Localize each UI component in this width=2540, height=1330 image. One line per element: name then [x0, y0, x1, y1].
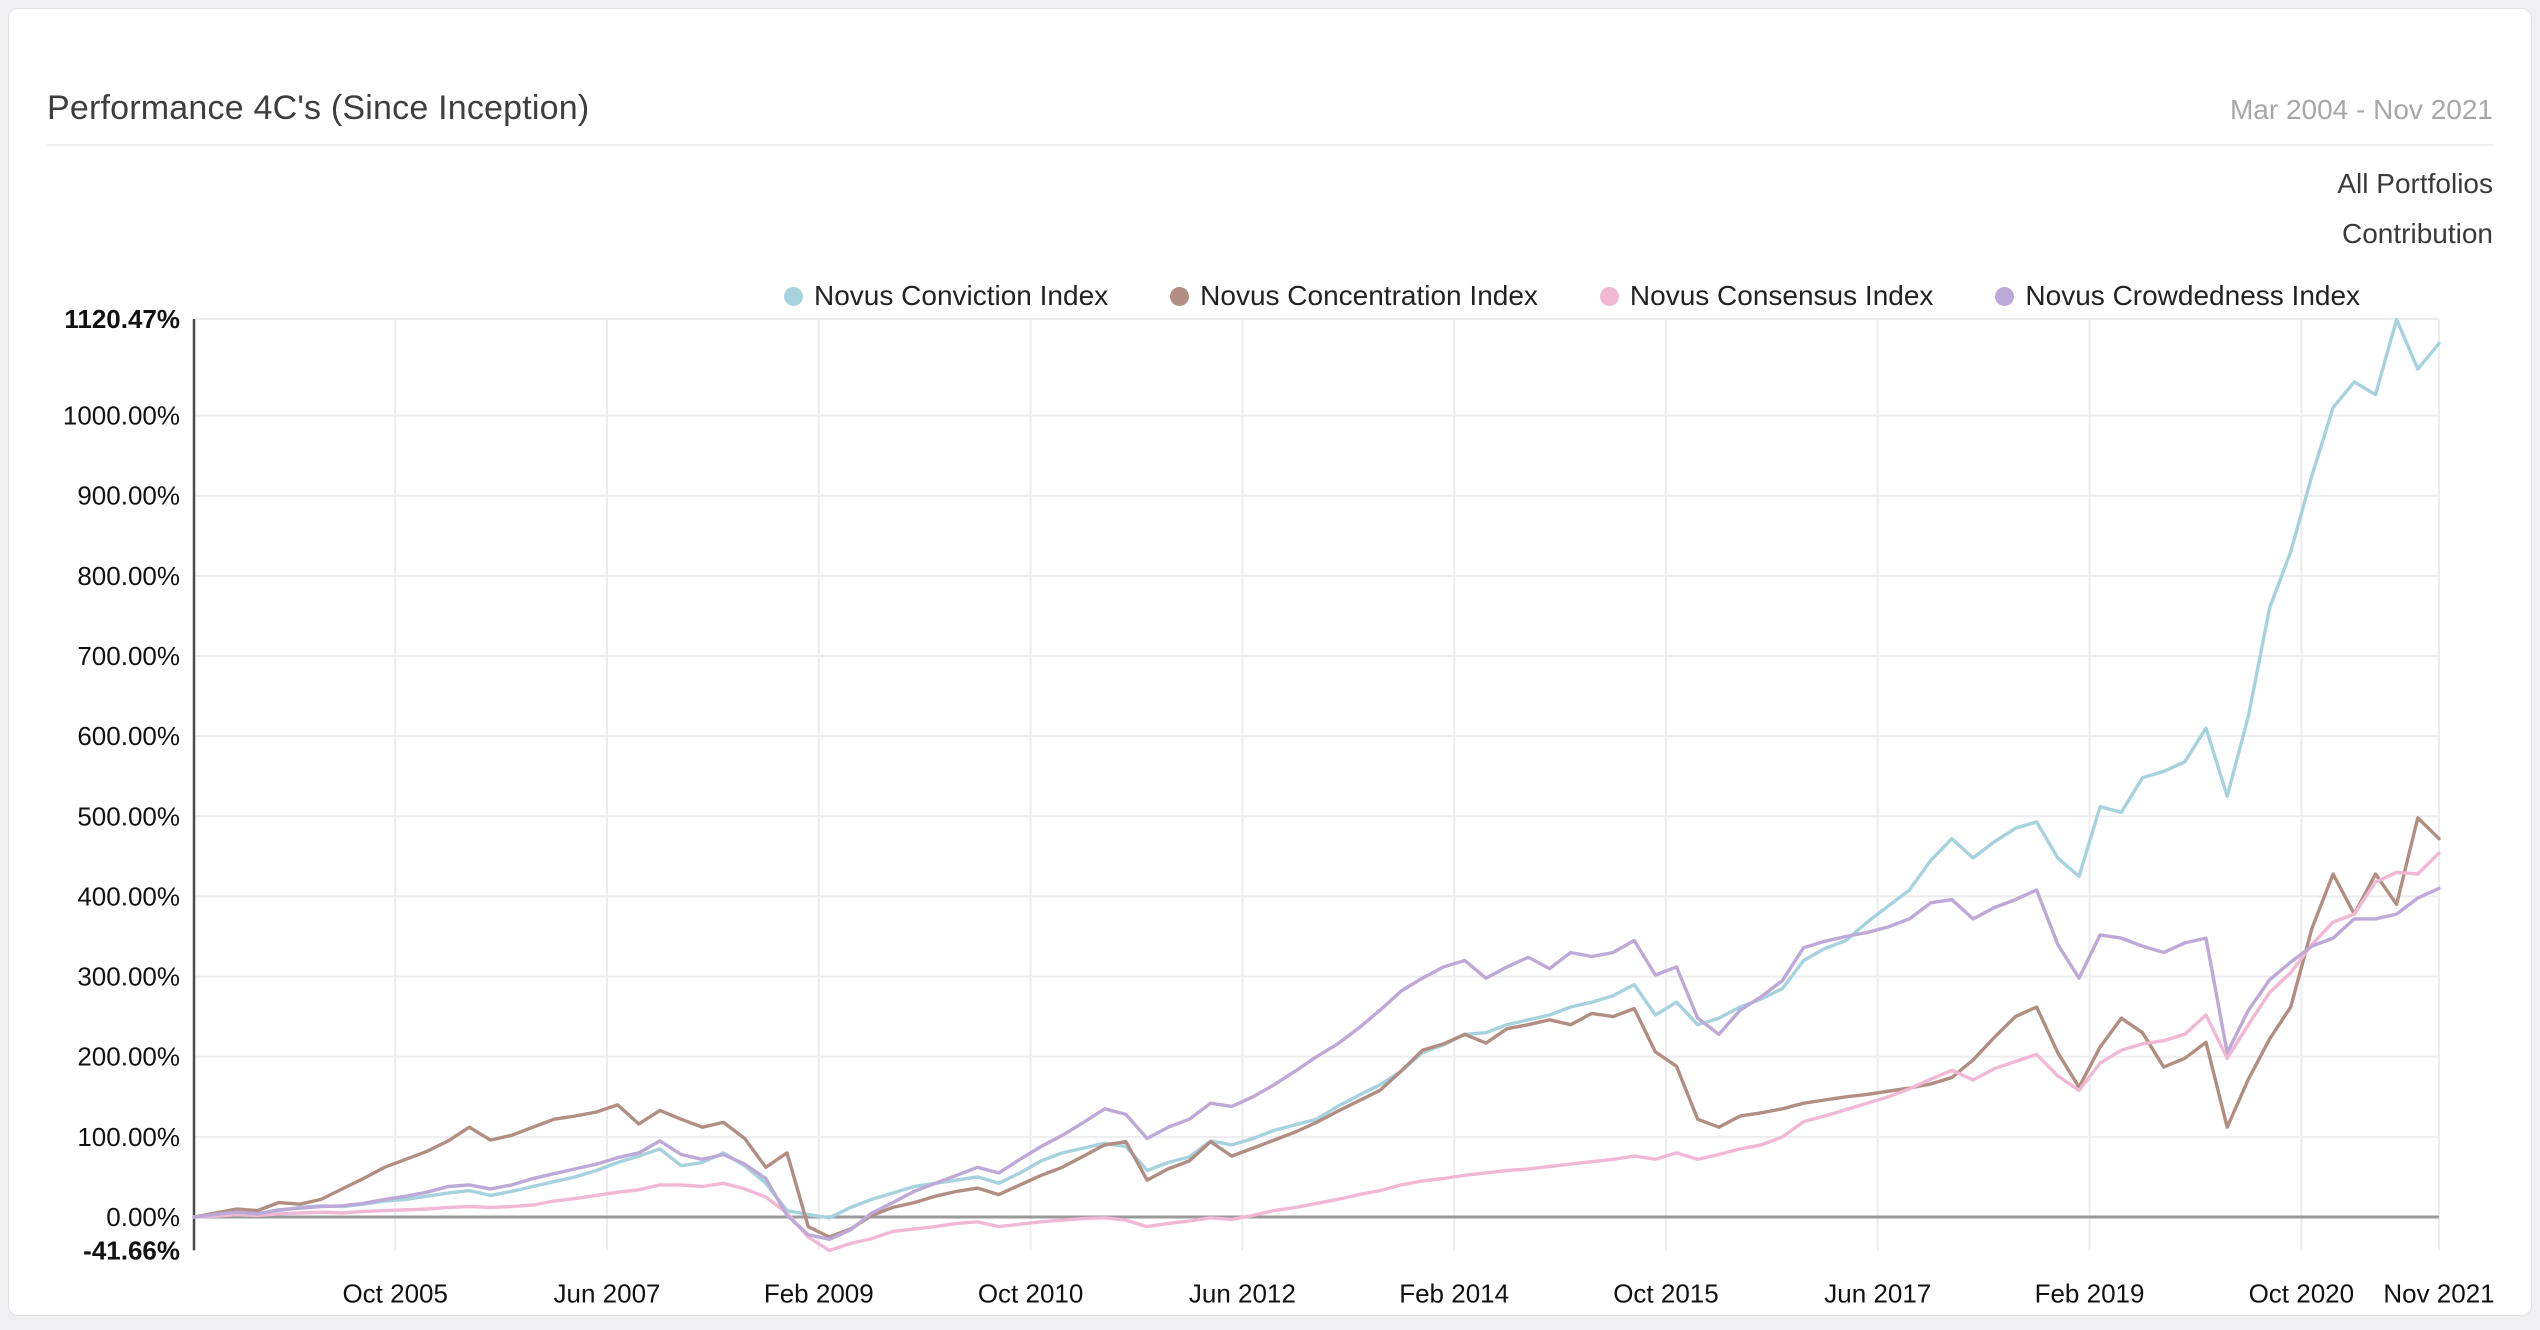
page-background: Performance 4C's (Since Inception) Mar 2… [0, 0, 2540, 1330]
x-tick-label: Oct 2010 [978, 1278, 1084, 1308]
series-line-novus-concentration-index [194, 818, 2439, 1237]
x-tick-label: Feb 2009 [764, 1278, 874, 1308]
y-tick-label: 1000.00% [63, 401, 180, 431]
x-tick-label: Oct 2020 [2249, 1278, 2355, 1308]
y-tick-label: 1120.47% [64, 304, 180, 334]
series-line-novus-conviction-index [194, 319, 2439, 1217]
y-tick-label: 500.00% [77, 801, 180, 831]
horizontal-gridlines [194, 319, 2439, 1137]
y-tick-label: 800.00% [77, 561, 180, 591]
x-tick-label: Jun 2007 [554, 1278, 661, 1308]
x-tick-label: Jun 2017 [1824, 1278, 1931, 1308]
y-tick-label: -41.66% [83, 1235, 180, 1265]
y-tick-label: 700.00% [77, 641, 180, 671]
performance-line-chart: 1120.47% 1000.00% 900.00% 800.00% 700.00% 600… [9, 9, 2532, 1316]
x-tick-label: Feb 2014 [1399, 1278, 1509, 1308]
x-tick-label: Jun 2012 [1189, 1278, 1296, 1308]
y-tick-label: 0.00% [106, 1202, 180, 1232]
y-tick-label: 900.00% [77, 481, 180, 511]
vertical-gridlines [395, 319, 2439, 1250]
x-tick-label: Feb 2019 [2035, 1278, 2145, 1308]
y-tick-label: 200.00% [77, 1042, 180, 1072]
y-tick-label: 100.00% [77, 1122, 180, 1152]
y-tick-label: 300.00% [77, 962, 180, 992]
x-tick-label: Oct 2005 [342, 1278, 448, 1308]
x-axis-labels: Oct 2005 Jun 2007 Feb 2009 Oct 2010 Jun 2012… [342, 1278, 2494, 1308]
y-tick-label: 600.00% [77, 721, 180, 751]
y-axis-labels: 1120.47% 1000.00% 900.00% 800.00% 700.00% 600… [63, 304, 180, 1265]
x-tick-label: Oct 2015 [1613, 1278, 1719, 1308]
y-tick-label: 400.00% [77, 881, 180, 911]
performance-card: Performance 4C's (Since Inception) Mar 2… [8, 8, 2532, 1316]
series-line-novus-consensus-index [194, 853, 2439, 1250]
x-tick-label: Nov 2021 [2383, 1278, 2494, 1308]
